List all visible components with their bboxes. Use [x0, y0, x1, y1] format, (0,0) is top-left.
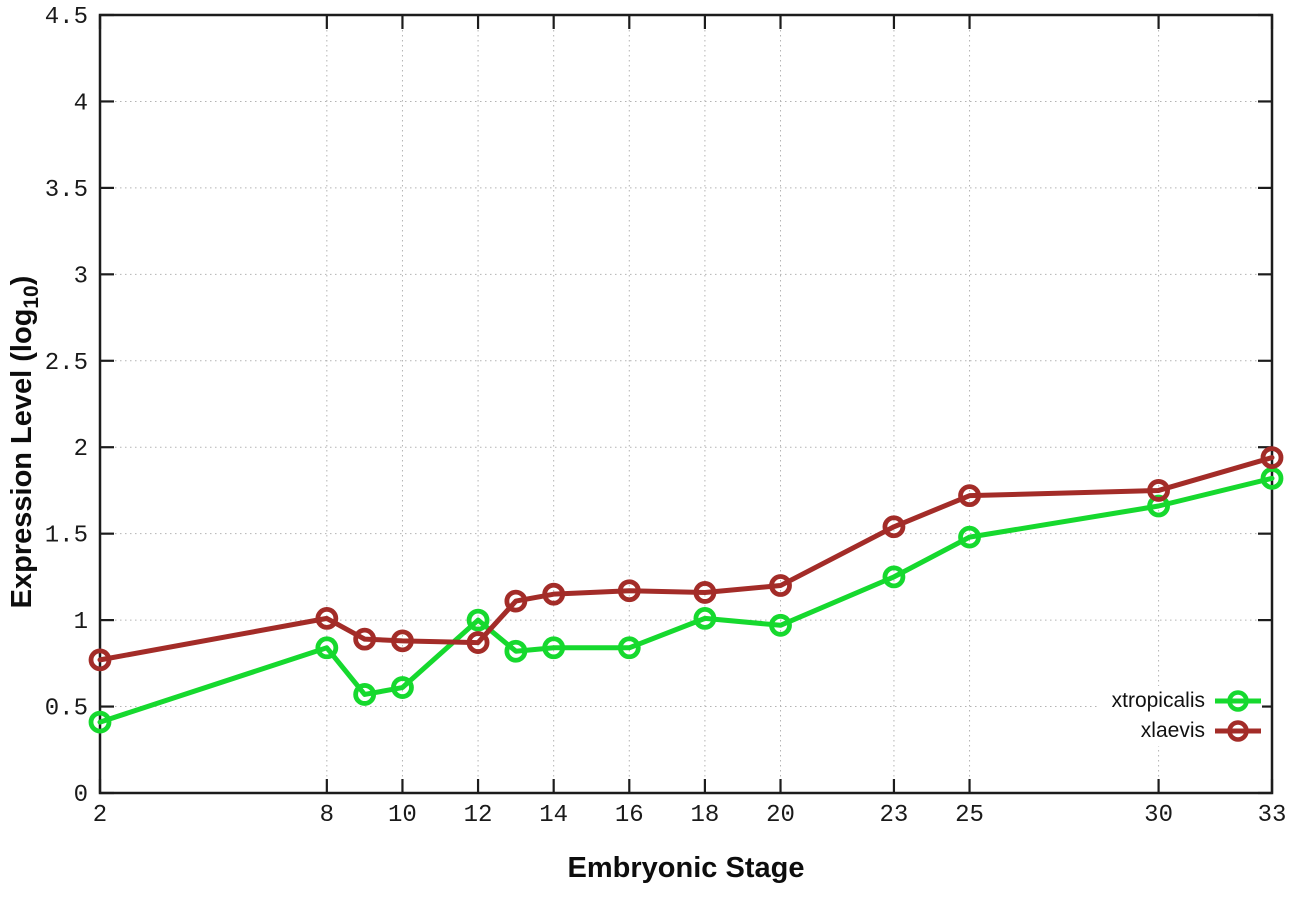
data-point-xlaevis [882, 515, 906, 539]
x-tick-label: 16 [615, 802, 644, 829]
series-line-xlaevis [97, 455, 1275, 663]
y-axis-title-subscript: 10 [19, 285, 43, 309]
data-point-xlaevis [466, 631, 490, 654]
y-axis-title-suffix: ) [6, 275, 38, 286]
data-point-xtropicalis [769, 613, 792, 637]
data-point-xtropicalis [466, 608, 490, 632]
data-point-xtropicalis [1260, 466, 1284, 490]
data-point-xlaevis [958, 484, 981, 508]
data-point-xtropicalis [1147, 494, 1170, 518]
x-tick-label: 2 [93, 802, 107, 829]
data-point-xtropicalis [391, 676, 414, 699]
legend-label-xlaevis: xlaevis [1140, 719, 1205, 742]
data-point-xlaevis [769, 574, 792, 597]
x-tick-label: 20 [766, 802, 795, 829]
data-point-xlaevis [88, 648, 112, 672]
data-point-xlaevis [353, 627, 377, 651]
x-tick-label: 23 [880, 802, 909, 829]
data-point-xlaevis [693, 581, 717, 604]
data-point-xlaevis [542, 582, 566, 606]
x-tick-label: 14 [539, 802, 568, 829]
data-point-xlaevis [1147, 479, 1170, 502]
legend-key-xtropicalis-icon [1215, 690, 1261, 712]
y-tick-label: 0.5 [45, 696, 88, 723]
x-axis-title: Embryonic Stage [567, 852, 805, 884]
legend-key-xlaevis-icon [1215, 720, 1261, 742]
y-tick-label: 1.5 [45, 523, 88, 550]
y-tick-label: 2 [74, 436, 88, 463]
x-tick-label: 25 [955, 802, 984, 829]
legend-item-xlaevis: xlaevis [1112, 716, 1262, 746]
data-point-xlaevis [315, 606, 339, 630]
legend-label-xtropicalis: xtropicalis [1111, 689, 1205, 712]
x-tick-label: 33 [1258, 802, 1287, 829]
plot-border [98, 13, 1274, 795]
data-point-xtropicalis [958, 525, 981, 549]
data-point-xtropicalis [315, 636, 339, 660]
legend: xtropicalis xlaevis [1099, 686, 1262, 746]
data-point-xlaevis [617, 579, 641, 603]
x-tick-label: 10 [388, 802, 417, 829]
x-tick-label: 30 [1144, 802, 1173, 829]
data-point-xlaevis [504, 589, 528, 613]
x-tick-label: 18 [690, 802, 719, 829]
y-tick-label: 4 [74, 90, 88, 117]
data-point-xtropicalis [353, 683, 377, 706]
y-tick-label: 3 [74, 263, 88, 290]
data-point-xlaevis [1260, 446, 1284, 469]
y-tick-label: 4.5 [45, 4, 88, 31]
x-tick-label: 8 [320, 802, 334, 829]
y-axis-title-text: Expression Level (log [6, 308, 38, 609]
y-axis-title: Expression Level (log10) [6, 192, 46, 692]
y-tick-label: 3.5 [45, 177, 88, 204]
data-point-xtropicalis [504, 639, 528, 663]
data-point-xtropicalis [882, 565, 906, 589]
legend-item-xtropicalis: xtropicalis [1112, 686, 1262, 716]
y-tick-label: 0 [74, 782, 88, 809]
series-line-xtropicalis [97, 475, 1275, 725]
data-point-xtropicalis [88, 710, 112, 734]
data-point-xtropicalis [542, 636, 566, 660]
data-point-xlaevis [391, 629, 414, 653]
data-point-xtropicalis [617, 636, 641, 660]
y-tick-label: 2.5 [45, 350, 88, 377]
data-point-xtropicalis [693, 606, 717, 630]
y-tick-label: 1 [74, 609, 88, 636]
x-tick-label: 12 [464, 802, 493, 829]
